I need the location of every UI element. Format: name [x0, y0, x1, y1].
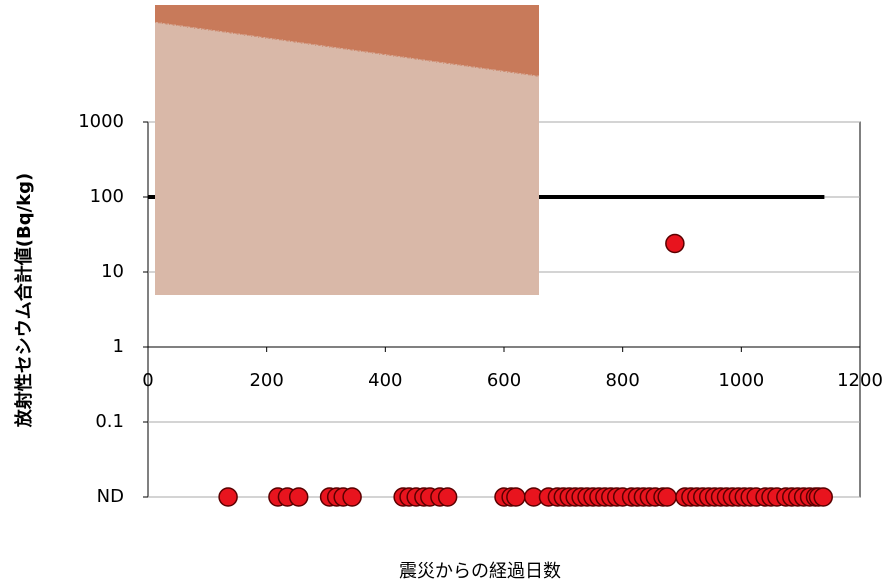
- x-tick-label: 1000: [718, 370, 764, 391]
- x-tick-label: 1200: [837, 370, 883, 391]
- data-point: [342, 487, 362, 507]
- data-point: [437, 487, 458, 507]
- photo: [155, 5, 539, 295]
- y-tick-label: 10: [101, 261, 124, 282]
- data-point: [218, 487, 238, 507]
- squid-photo: [155, 5, 539, 295]
- y-axis-label: 放射性セシウム合計値(Bq/kg): [13, 173, 35, 429]
- x-tick-label: 400: [368, 370, 402, 391]
- data-point: [288, 487, 309, 507]
- data-point: [813, 487, 833, 507]
- data-point: [657, 487, 677, 507]
- x-tick-label: 800: [605, 370, 639, 391]
- x-axis-label: 震災からの経過日数: [399, 561, 561, 582]
- y-tick-label: 1: [113, 336, 124, 357]
- x-tick-label: 200: [249, 370, 283, 391]
- y-tick-label: 1000: [78, 111, 124, 132]
- y-tick-label: 0.1: [95, 411, 124, 432]
- data-point: [665, 233, 685, 254]
- y-tick-label: 100: [90, 186, 124, 207]
- x-tick-label: 0: [142, 370, 153, 391]
- x-tick-label: 600: [487, 370, 521, 391]
- y-tick-label: ND: [97, 486, 124, 507]
- data-point: [506, 487, 526, 507]
